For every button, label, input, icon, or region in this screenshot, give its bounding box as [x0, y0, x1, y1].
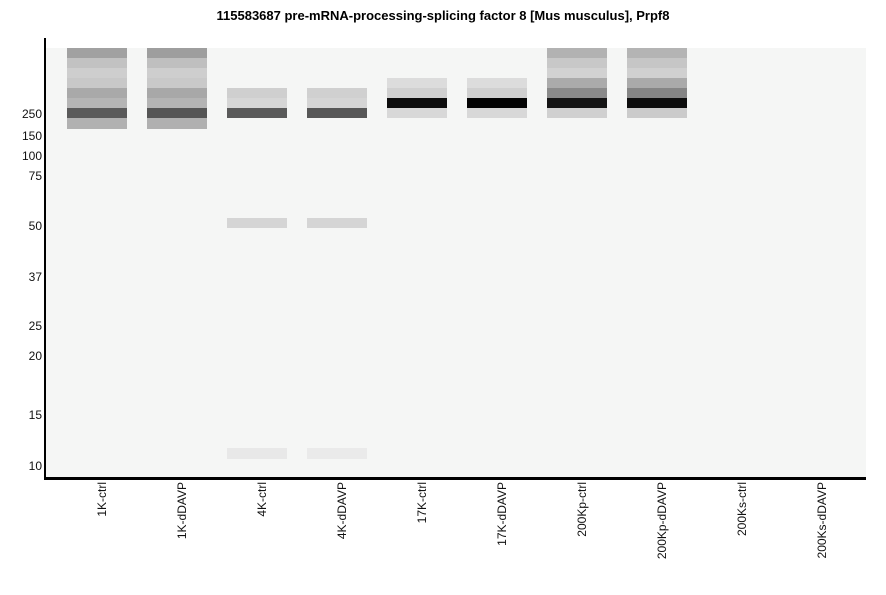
- gel-band: [547, 78, 607, 88]
- y-tick-label: 25: [28, 319, 42, 333]
- gel-band: [67, 108, 127, 118]
- gel-band: [67, 48, 127, 58]
- gel-band: [627, 88, 687, 98]
- gel-band: [467, 98, 527, 108]
- gel-band: [387, 108, 447, 118]
- gel-band: [147, 98, 207, 108]
- gel-band: [627, 58, 687, 68]
- y-axis-line: [44, 38, 46, 480]
- gel-band: [67, 78, 127, 88]
- gel-band: [307, 108, 367, 118]
- chart-title: 115583687 pre-mRNA-processing-splicing f…: [216, 8, 670, 23]
- gel-band: [147, 88, 207, 98]
- gel-band: [307, 218, 367, 228]
- gel-band: [307, 88, 367, 98]
- lane-label: 200Ks-ctrl: [735, 482, 749, 537]
- gel-band: [627, 98, 687, 108]
- gel-band: [547, 48, 607, 58]
- gel-band: [627, 48, 687, 58]
- gel-band: [227, 448, 287, 459]
- gel-band: [227, 98, 287, 108]
- gel-band: [467, 88, 527, 98]
- gel-band: [627, 78, 687, 88]
- lane-label: 17K-ctrl: [415, 482, 429, 524]
- y-tick-label: 15: [28, 408, 42, 422]
- gel-band: [147, 118, 207, 129]
- gel-band: [67, 88, 127, 98]
- lane-label: 4K-dDAVP: [335, 482, 349, 540]
- lane-label: 200Kp-ctrl: [575, 482, 589, 537]
- gel-band: [627, 68, 687, 78]
- gel-band: [147, 78, 207, 88]
- gel-band: [67, 118, 127, 129]
- gel-band: [227, 108, 287, 118]
- y-tick-label: 50: [28, 219, 42, 233]
- lane-label: 17K-dDAVP: [495, 482, 509, 546]
- y-tick-label: 10: [28, 459, 42, 473]
- gel-band: [67, 58, 127, 68]
- gel-band: [147, 108, 207, 118]
- gel-band: [547, 68, 607, 78]
- gel-band: [307, 448, 367, 459]
- gel-band: [627, 108, 687, 118]
- gel-band: [547, 58, 607, 68]
- y-tick-label: 250: [21, 107, 42, 121]
- gel-band: [307, 98, 367, 108]
- lane-label: 1K-ctrl: [95, 482, 109, 517]
- gel-band: [147, 68, 207, 78]
- gel-band: [147, 58, 207, 68]
- gel-band: [547, 98, 607, 108]
- gel-band: [387, 88, 447, 98]
- lane-label: 4K-ctrl: [255, 482, 269, 517]
- gel-band: [547, 88, 607, 98]
- gel-band: [387, 78, 447, 88]
- gel-band: [67, 68, 127, 78]
- y-tick-label: 37: [28, 270, 42, 284]
- y-tick-label: 150: [21, 129, 42, 143]
- gel-band: [387, 98, 447, 108]
- gel-band: [147, 48, 207, 58]
- y-tick-label: 75: [28, 169, 42, 183]
- y-tick-label: 20: [28, 349, 42, 363]
- lane-label: 200Ks-dDAVP: [815, 482, 829, 559]
- gel-band: [227, 88, 287, 98]
- y-tick-label: 100: [21, 149, 42, 163]
- x-axis-line: [44, 477, 866, 480]
- gel-band: [467, 78, 527, 88]
- lane-label: 1K-dDAVP: [175, 482, 189, 540]
- lane-label: 200Kp-dDAVP: [655, 482, 669, 560]
- gel-band: [547, 108, 607, 118]
- gel-band: [227, 218, 287, 228]
- gel-band: [467, 108, 527, 118]
- gel-band: [67, 98, 127, 108]
